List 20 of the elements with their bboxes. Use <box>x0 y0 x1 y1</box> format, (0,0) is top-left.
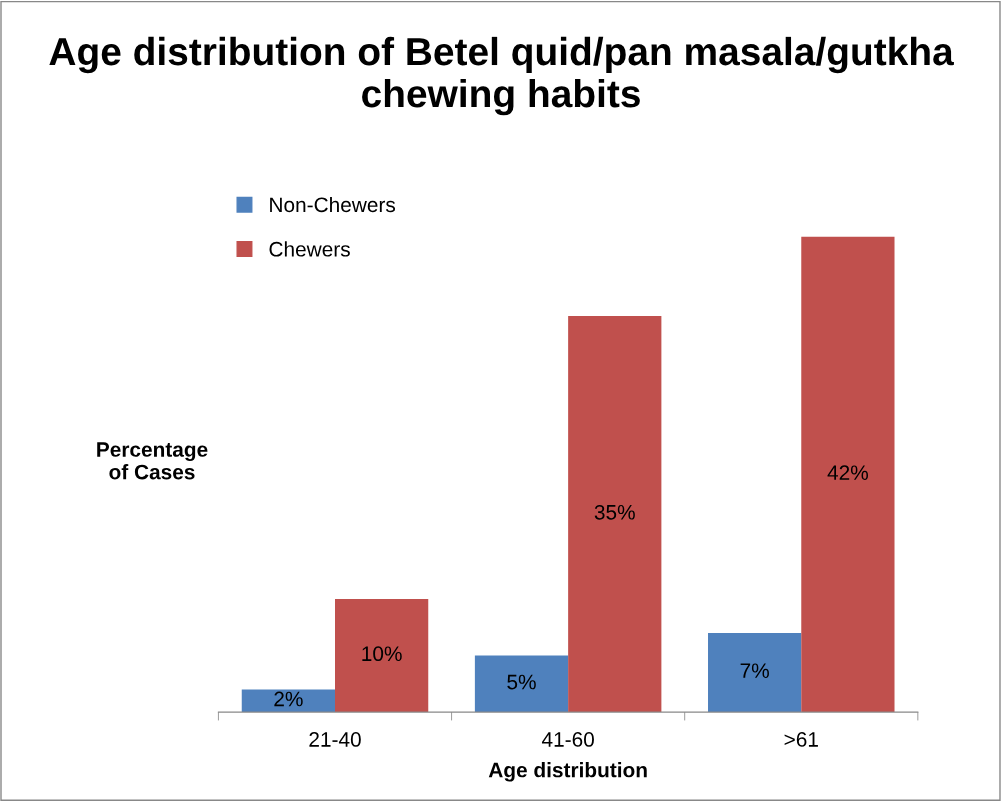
x-axis-title: Age distribution <box>488 762 647 782</box>
bar <box>708 632 802 713</box>
legend-label: Chewers <box>269 241 350 257</box>
bar <box>801 236 895 713</box>
x-tick-label: >61 <box>784 732 818 747</box>
x-tick-label: 21-40 <box>309 732 361 747</box>
bar <box>241 689 335 713</box>
data-label: 42% <box>827 465 868 480</box>
bar <box>568 316 662 713</box>
x-tick-label: 41-60 <box>541 732 594 747</box>
bar <box>335 598 429 713</box>
legend-label: Non-Chewers <box>270 196 396 213</box>
data-label: 7% <box>740 663 769 678</box>
data-label: 10% <box>362 646 402 662</box>
y-axis-title: Percentage of Cases <box>97 442 208 480</box>
data-label: 35% <box>594 504 635 520</box>
chart-title: Age distribution of Betel quid/pan masala/gutkha chewing habits <box>49 36 954 116</box>
data-label: 5% <box>507 674 536 690</box>
bar <box>474 655 569 713</box>
data-label: 2% <box>274 691 303 707</box>
